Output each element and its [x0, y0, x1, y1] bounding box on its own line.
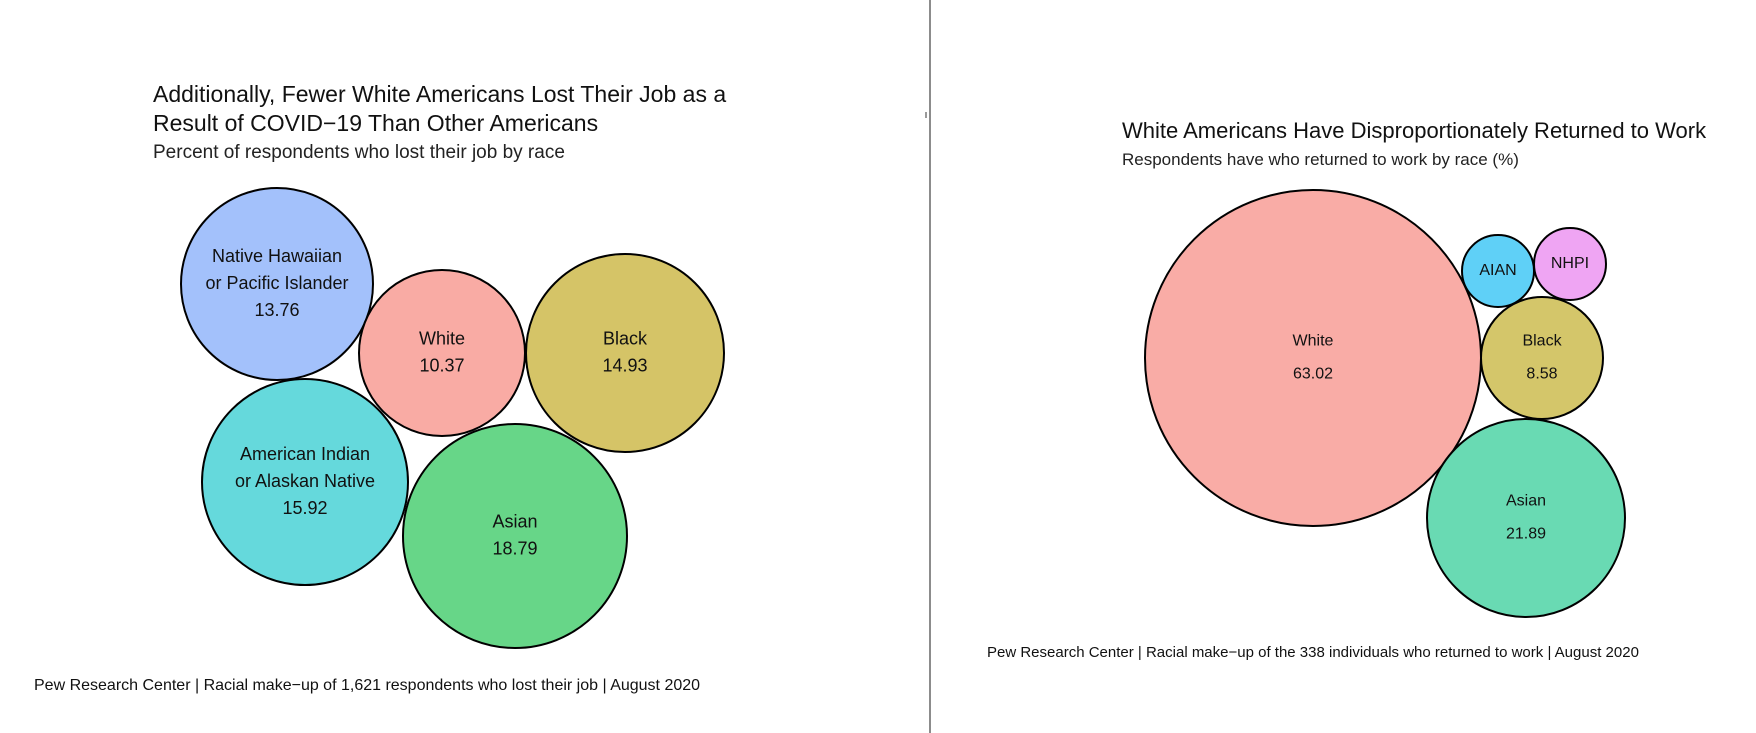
- left-chart-caption: Pew Research Center | Racial make−up of …: [34, 677, 701, 694]
- chart2-bubble-0: [1144, 189, 1482, 527]
- chart1-bubble-4-label-0: Asian: [492, 511, 537, 531]
- chart1-bubble-3: [201, 378, 409, 586]
- chart1-bubble-1: [358, 269, 526, 437]
- chart1-bubble-2-label-0: Black: [603, 328, 648, 348]
- chart1-bubble-3-label-0: American Indian: [240, 444, 370, 464]
- chart1-bubble-1-value: 10.37: [419, 355, 464, 375]
- chart2-bubble-1-label-0: AIAN: [1479, 262, 1516, 279]
- chart1-bubble-4-value: 18.79: [492, 538, 537, 558]
- chart2-bubble-4-value: 21.89: [1506, 526, 1546, 543]
- divider-tick: [925, 112, 927, 118]
- chart2-bubble-2: [1533, 227, 1607, 301]
- chart1-bubble-0-value: 13.76: [254, 300, 299, 320]
- left-chart-subtitle: Percent of respondents who lost their jo…: [153, 142, 565, 163]
- chart1-bubble-3-label-1: or Alaskan Native: [235, 471, 375, 491]
- right-chart-title: White Americans Have Disproportionately …: [1122, 118, 1707, 143]
- chart1-bubble-2-value: 14.93: [602, 355, 647, 375]
- chart2-bubble-4: [1426, 418, 1626, 618]
- chart1-bubble-0-label-1: or Pacific Islander: [205, 273, 348, 293]
- chart2-bubble-3: [1480, 296, 1604, 420]
- chart1-bubble-3-value: 15.92: [282, 498, 327, 518]
- chart1-bubble-2: [525, 253, 725, 453]
- chart2-bubble-0-label-0: White: [1293, 333, 1334, 350]
- chart2-bubble-0-value: 63.02: [1293, 366, 1333, 383]
- chart1-bubble-1-label-0: White: [419, 328, 465, 348]
- chart1-bubble-0: [180, 187, 374, 381]
- chart2-bubble-3-label-0: Black: [1522, 333, 1562, 350]
- right-chart-subtitle: Respondents have who returned to work by…: [1122, 150, 1519, 169]
- chart2-bubble-3-value: 8.58: [1526, 366, 1557, 383]
- panel-divider: [929, 0, 931, 733]
- chart1-bubble-4: [402, 423, 628, 649]
- left-chart-title-line-2: Result of COVID−19 Than Other Americans: [153, 110, 599, 136]
- chart2-bubble-2-label-0: NHPI: [1551, 255, 1589, 272]
- left-chart-title-line-1: Additionally, Fewer White Americans Lost…: [153, 81, 727, 107]
- right-chart-caption: Pew Research Center | Racial make−up of …: [987, 644, 1639, 661]
- chart1-bubble-0-label-0: Native Hawaiian: [212, 246, 342, 266]
- chart2-bubble-4-label-0: Asian: [1506, 493, 1546, 510]
- left-chart-title: Additionally, Fewer White Americans Lost…: [153, 80, 726, 138]
